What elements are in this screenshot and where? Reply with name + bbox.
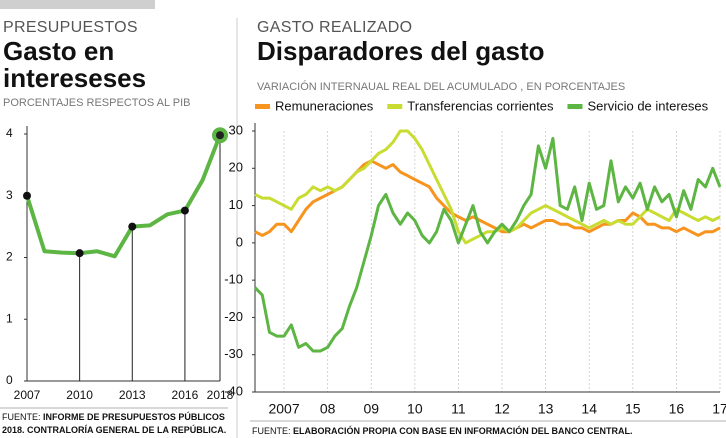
y-tick-label: 1	[6, 311, 13, 325]
x-tick-label: 08	[320, 401, 336, 417]
highlight-point	[212, 127, 228, 144]
y-tick-label: 10	[229, 197, 243, 212]
x-tick-label: 2016	[172, 388, 199, 402]
source-text: ELABORACIÓN PROPIA CON BASE EN INFORMACI…	[293, 426, 633, 436]
x-tick-label: 2007	[14, 388, 41, 402]
x-tick-label: 2010	[66, 388, 93, 402]
y-tick-label: 3	[6, 188, 13, 202]
series-line	[254, 159, 721, 237]
x-tick-label: 09	[363, 401, 379, 417]
y-tick-label: -40	[224, 383, 243, 398]
x-tick-label: 16	[669, 401, 685, 417]
source-label: FUENTE:	[252, 426, 291, 436]
chart-title: Gasto en intereseses	[3, 36, 147, 93]
x-tick-label: 11	[451, 401, 466, 417]
x-tick-label: 15	[625, 401, 641, 417]
y-tick-label: 20	[229, 160, 243, 175]
legend-label: Servicio de intereses	[587, 98, 708, 113]
y-tick-label: 0	[6, 373, 13, 387]
series-line	[254, 129, 721, 245]
chart-subtitle: VARIACIÓN INTERNAUAL REAL DEL ACUMULADO …	[257, 81, 626, 93]
legend-label: Transferencias corrientes	[407, 98, 554, 113]
chart-title: Disparadores del gasto	[257, 36, 545, 66]
x-tick-label: 12	[494, 401, 510, 417]
kicker: GASTO REALIZADO	[257, 19, 413, 36]
kicker: PRESUPUESTOS	[3, 19, 138, 36]
legend-swatch	[387, 104, 403, 109]
point	[75, 249, 84, 258]
source-label: FUENTE:	[2, 412, 41, 422]
legend-swatch	[567, 104, 583, 109]
x-tick-label: 2018	[207, 388, 234, 402]
x-tick-label: 2007	[268, 401, 299, 417]
x-tick-label: 10	[407, 401, 423, 417]
chart-subtitle: PORCENTAJES RESPECTOS AL PIB	[3, 97, 191, 109]
x-tick-label: 2013	[119, 388, 146, 402]
source: FUENTE: INFORME DE PRESUPUESTOS PÚBLICOS…	[2, 411, 230, 437]
y-tick-label: 0	[236, 234, 243, 249]
legend-swatch	[255, 104, 270, 109]
x-tick-label: 13	[538, 401, 554, 417]
x-tick-label: 14	[581, 401, 597, 417]
y-tick-label: -20	[224, 309, 243, 324]
series-line	[25, 134, 222, 259]
y-tick-label: 2	[6, 250, 13, 264]
series-line	[253, 137, 722, 353]
source-text: INFORME DE PRESUPUESTOS PÚBLICOS 2018. C…	[2, 412, 227, 435]
point	[23, 191, 31, 200]
point	[128, 222, 137, 231]
point	[180, 206, 189, 215]
y-tick-label: -10	[224, 272, 243, 287]
y-tick-label: 4	[6, 126, 13, 140]
y-tick-label: 30	[229, 122, 243, 137]
source: FUENTE: ELABORACIÓN PROPIA CON BASE EN I…	[252, 425, 633, 438]
x-tick-label: 17	[712, 401, 726, 417]
legend-label: Remuneraciones	[275, 98, 374, 113]
header-bar	[0, 0, 155, 9]
y-tick-label: -30	[224, 346, 243, 361]
